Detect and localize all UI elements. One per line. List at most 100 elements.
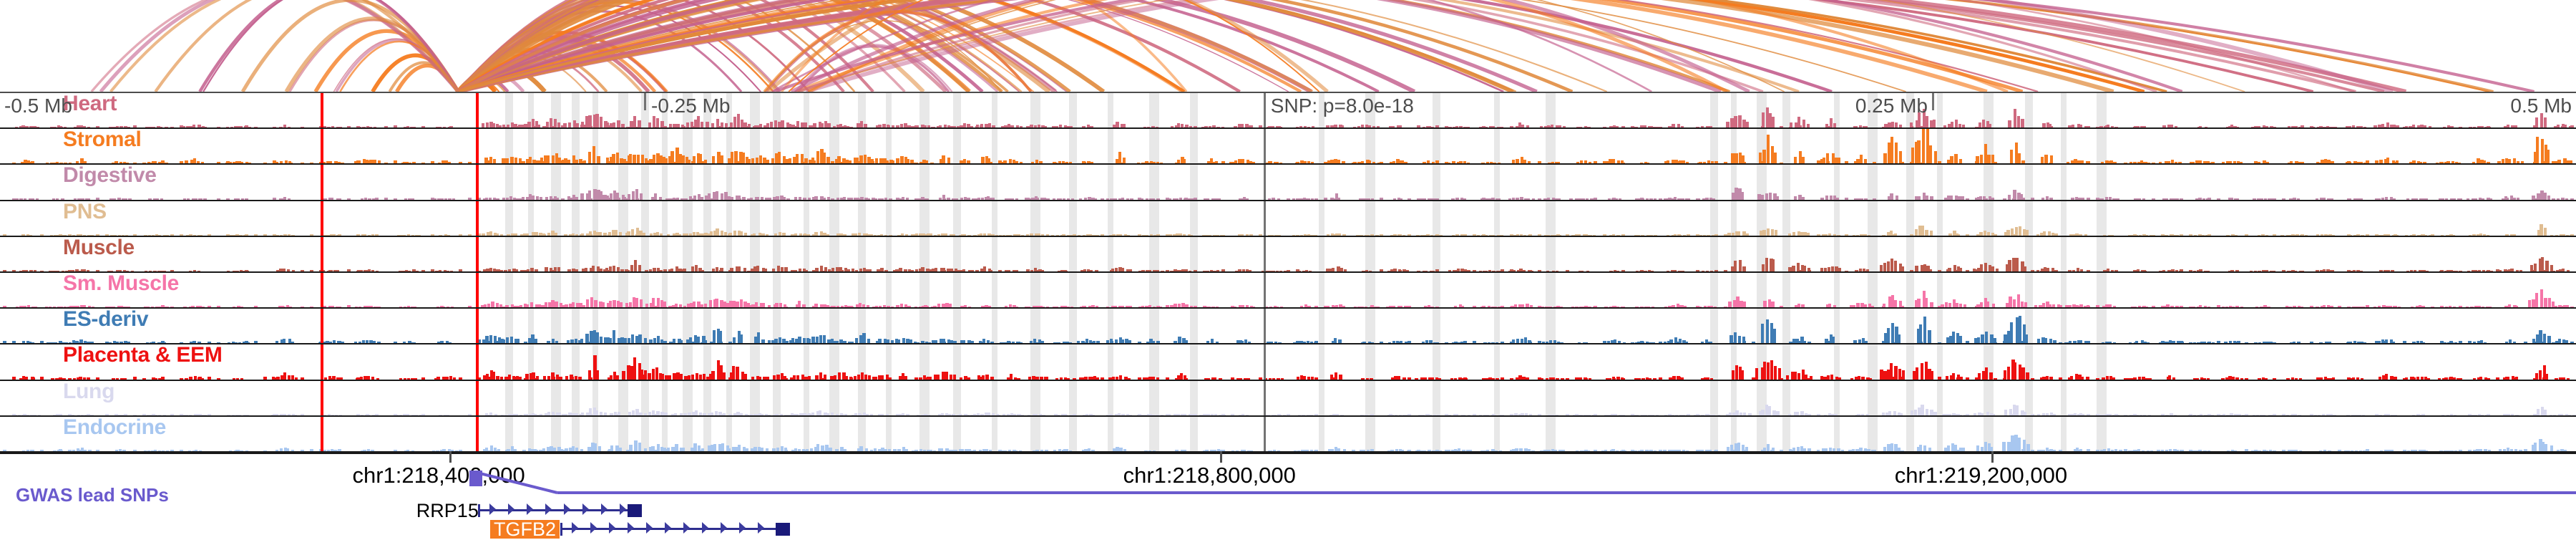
signal-bar bbox=[708, 373, 713, 380]
signal-bar bbox=[1886, 261, 1890, 271]
signal-track-digestive[interactable]: Digestive bbox=[0, 163, 2576, 200]
signal-bar bbox=[743, 267, 746, 271]
signal-track-placenta-eem[interactable]: Placenta & EEM bbox=[0, 343, 2576, 380]
signal-bar bbox=[2377, 198, 2381, 200]
signal-bar bbox=[487, 377, 490, 380]
signal-bar bbox=[713, 231, 717, 236]
signal-bar bbox=[807, 338, 811, 344]
highlight-band bbox=[641, 344, 650, 380]
signal-bar bbox=[384, 162, 388, 164]
signal-bar bbox=[2042, 231, 2046, 236]
signal-bar bbox=[530, 268, 534, 271]
highlight-band bbox=[528, 236, 534, 271]
signal-bar bbox=[2444, 198, 2449, 200]
signal-bar bbox=[891, 125, 895, 128]
signal-bar bbox=[1501, 269, 1504, 271]
signal-bar bbox=[710, 198, 713, 200]
signal-bar bbox=[1303, 234, 1307, 236]
signal-bar bbox=[1488, 342, 1491, 344]
signal-bar bbox=[1547, 126, 1551, 128]
signal-bar bbox=[921, 306, 925, 308]
signal-bar bbox=[1566, 377, 1569, 380]
signal-bar bbox=[1854, 125, 1858, 128]
signal-bar bbox=[459, 269, 462, 271]
signal-bar bbox=[2440, 234, 2444, 236]
signal-bar bbox=[2105, 125, 2109, 128]
signal-bar bbox=[226, 161, 230, 164]
signal-bar bbox=[2170, 270, 2174, 271]
signal-bar bbox=[2457, 162, 2462, 164]
highlight-band bbox=[1937, 344, 1943, 380]
signal-bar bbox=[347, 305, 351, 308]
highlight-band bbox=[1906, 129, 1914, 164]
signal-bar bbox=[1947, 342, 1951, 344]
snp-marker-line bbox=[475, 165, 479, 200]
signal-track-es-deriv[interactable]: ES-deriv bbox=[0, 307, 2576, 344]
signal-bar bbox=[1712, 234, 1715, 236]
signal-bar bbox=[170, 306, 174, 308]
signal-bar bbox=[1780, 377, 1783, 380]
signal-bar bbox=[1327, 160, 1331, 164]
highlight-band bbox=[1030, 344, 1040, 380]
signal-bar bbox=[2019, 226, 2022, 236]
signal-bar bbox=[192, 269, 196, 271]
signal-bar bbox=[537, 160, 540, 164]
signal-bar bbox=[2147, 162, 2151, 164]
highlight-band bbox=[1937, 165, 1943, 200]
signal-bar bbox=[358, 342, 362, 344]
highlight-band bbox=[1432, 272, 1440, 308]
signal-bar bbox=[902, 372, 905, 380]
signal-bar bbox=[1252, 162, 1256, 164]
signal-bar bbox=[2226, 161, 2230, 164]
signal-bar bbox=[1407, 306, 1411, 308]
signal-bar bbox=[1666, 160, 1670, 164]
signal-track-muscle[interactable]: Muscle bbox=[0, 235, 2576, 271]
signal-bar bbox=[1742, 266, 1746, 271]
signal-bar bbox=[1801, 370, 1805, 380]
signal-bar bbox=[1991, 266, 1995, 271]
signal-bar bbox=[2529, 264, 2533, 271]
signal-bar bbox=[1975, 160, 1979, 164]
signal-bar bbox=[1460, 198, 1464, 200]
signal-bar bbox=[820, 304, 824, 308]
highlight-band bbox=[1190, 309, 1199, 344]
signal-bar bbox=[1616, 377, 1620, 380]
signal-bar bbox=[547, 375, 551, 380]
highlight-band bbox=[1069, 272, 1077, 308]
signal-track-sm-muscle[interactable]: Sm. Muscle bbox=[0, 271, 2576, 308]
signal-bar bbox=[1826, 153, 1830, 164]
signal-bar bbox=[2165, 234, 2168, 236]
signal-bar bbox=[2233, 341, 2237, 344]
signal-bar bbox=[431, 269, 434, 271]
signal-track-pns[interactable]: PNS bbox=[0, 199, 2576, 236]
signal-bar bbox=[942, 342, 946, 344]
signal-bar bbox=[147, 234, 152, 236]
signal-bar bbox=[1175, 377, 1179, 380]
signal-bar bbox=[1314, 198, 1318, 200]
signal-bar bbox=[1929, 231, 1933, 236]
highlight-band bbox=[992, 165, 997, 200]
signal-track-heart[interactable]: Heart -0.5 Mb -0.25 Mb SNP: p=8.0e-18 0.25 M… bbox=[0, 92, 2576, 128]
highlight-band bbox=[1030, 201, 1040, 236]
signal-bar bbox=[1518, 375, 1522, 380]
signal-bar bbox=[148, 198, 152, 200]
signal-bar bbox=[1333, 125, 1337, 128]
signal-bar bbox=[570, 341, 574, 344]
signal-bar bbox=[590, 296, 594, 308]
highlight-band bbox=[592, 93, 598, 128]
signal-bar bbox=[1636, 198, 1641, 200]
signal-bar bbox=[157, 342, 160, 344]
signal-track-stromal[interactable]: Stromal bbox=[0, 127, 2576, 164]
signal-bar bbox=[2396, 125, 2399, 128]
signal-bar bbox=[1082, 161, 1085, 164]
signal-bar bbox=[2394, 233, 2397, 236]
signal-bar bbox=[1431, 377, 1435, 380]
signal-bar bbox=[1274, 234, 1278, 236]
signal-bar bbox=[1618, 340, 1621, 344]
signal-bar bbox=[2390, 125, 2394, 128]
signal-track-lung[interactable]: Lung bbox=[0, 379, 2576, 415]
signal-bar bbox=[2081, 198, 2084, 200]
signal-bar bbox=[881, 375, 884, 380]
signal-bar bbox=[1788, 266, 1792, 271]
signal-bar bbox=[2545, 373, 2549, 380]
